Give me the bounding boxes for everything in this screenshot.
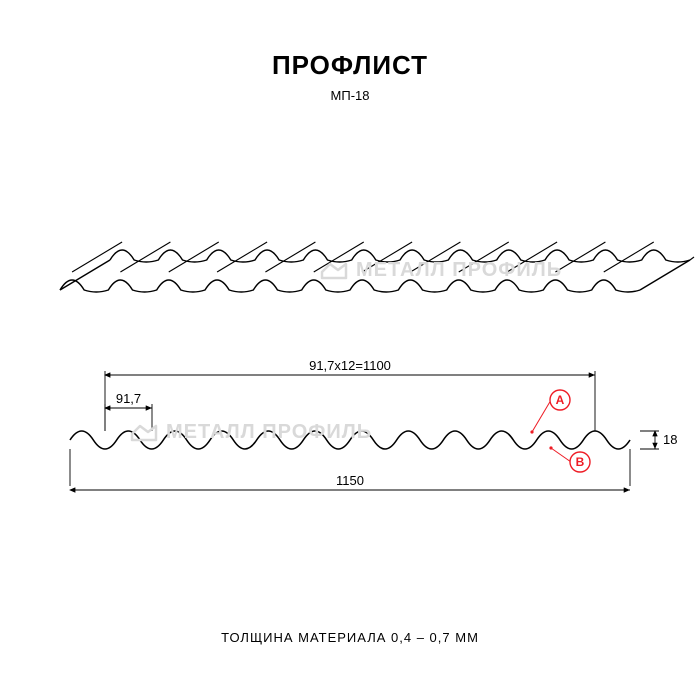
svg-text:1150: 1150 [336, 473, 364, 488]
technical-diagram: 91,7х12=110091,7115018 AB [0, 0, 700, 700]
profile-view [70, 431, 630, 449]
isometric-view [60, 242, 694, 292]
svg-text:91,7х12=1100: 91,7х12=1100 [309, 358, 391, 373]
svg-text:91,7: 91,7 [116, 391, 141, 406]
svg-text:A: A [556, 393, 565, 407]
annotations: AB [530, 390, 590, 472]
svg-text:18: 18 [663, 432, 677, 447]
svg-text:B: B [576, 455, 585, 469]
